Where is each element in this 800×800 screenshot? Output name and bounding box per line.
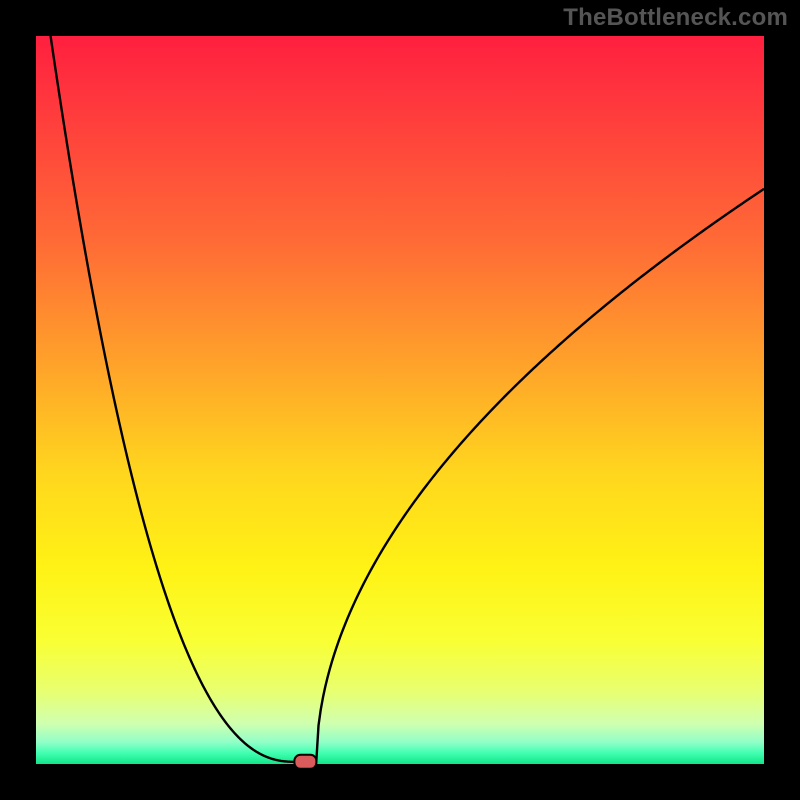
watermark-text: TheBottleneck.com bbox=[563, 4, 788, 32]
optimal-point-marker bbox=[294, 755, 316, 769]
plot-background bbox=[36, 36, 764, 764]
bottleneck-chart bbox=[0, 0, 800, 800]
chart-frame: TheBottleneck.com bbox=[0, 0, 800, 800]
